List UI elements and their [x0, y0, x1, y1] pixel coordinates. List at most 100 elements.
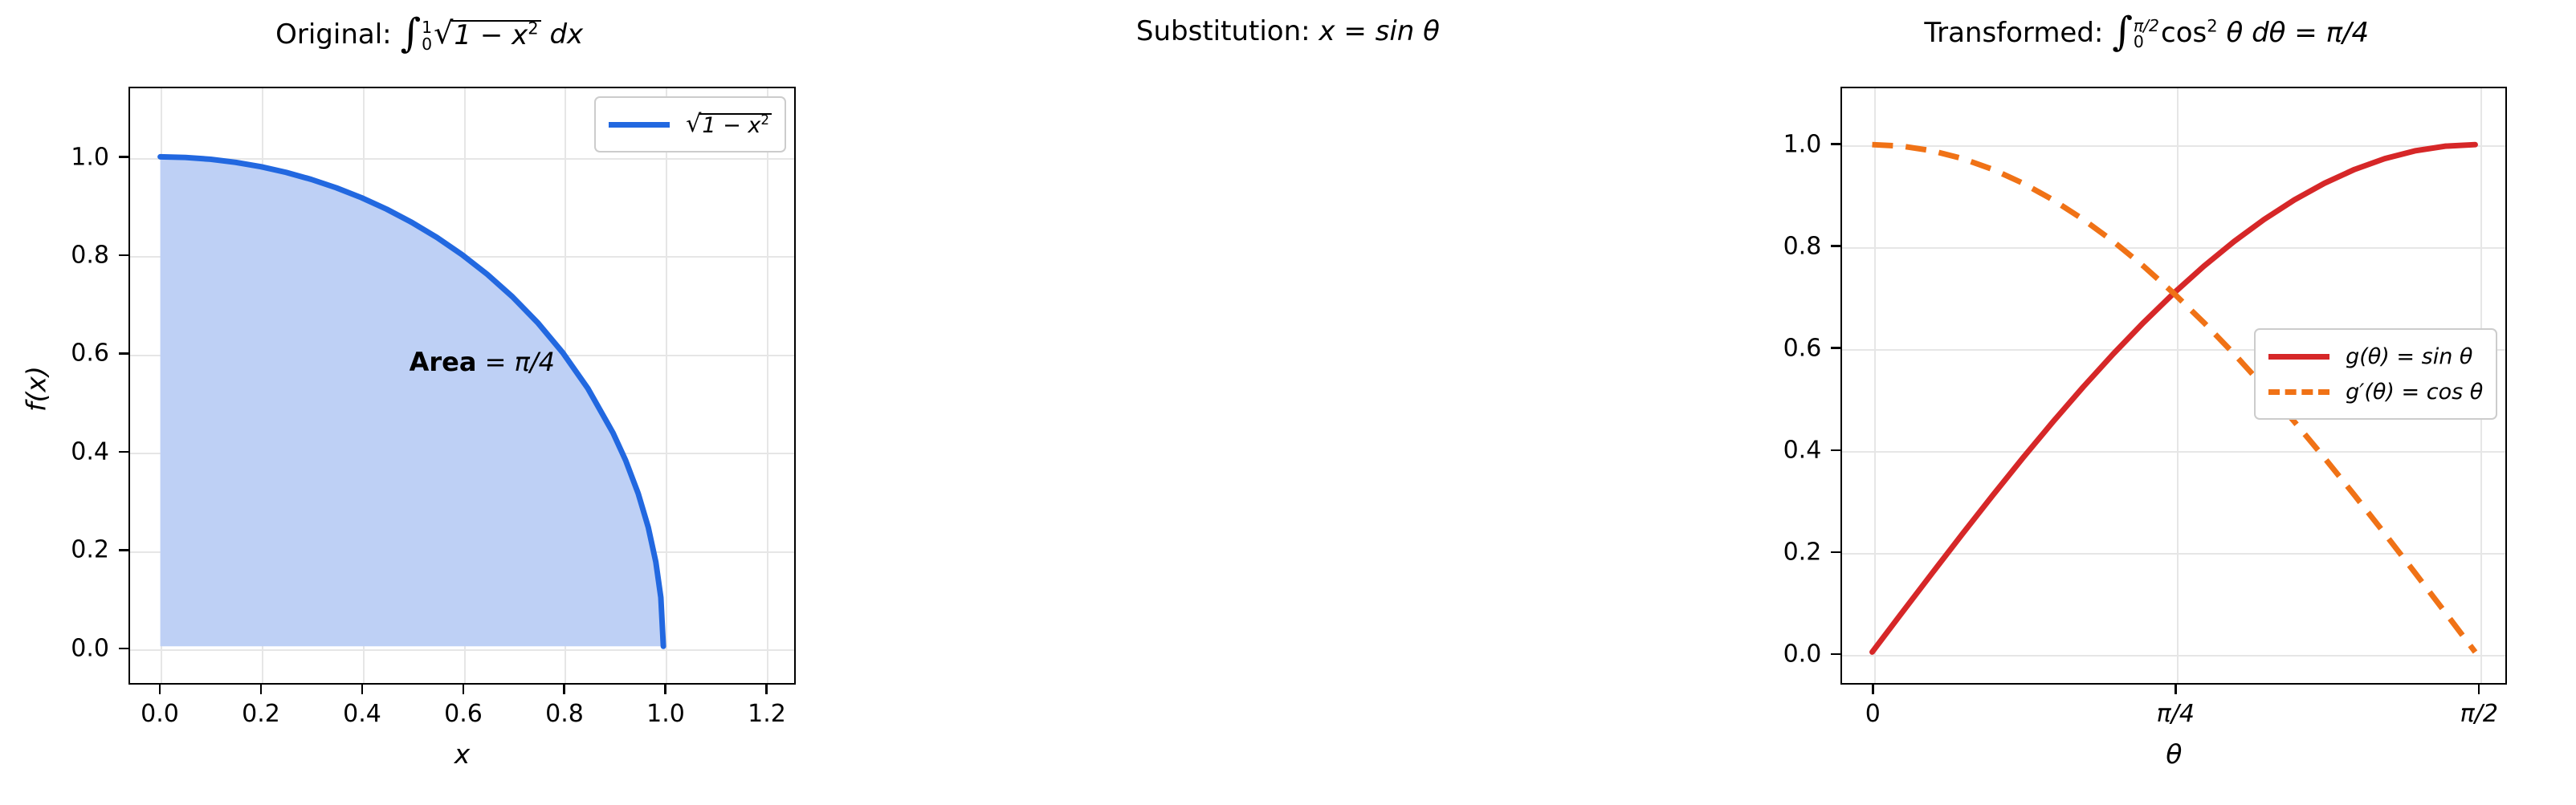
- ytick-label: 0.4: [71, 437, 109, 466]
- gridline-h: [1842, 553, 2506, 555]
- ytick-mark: [119, 647, 128, 650]
- panel-3-title: Transformed: ∫ π/2 0 cos2 θ dθ = π/4: [1718, 11, 2576, 51]
- integrand-variable: θ: [2226, 16, 2244, 49]
- ytick-label: 1.0: [1783, 130, 1822, 159]
- integral-result: = π/4: [2294, 16, 2370, 49]
- xtick-mark: [361, 685, 364, 694]
- integral-lower-limit: 0: [422, 34, 433, 54]
- xtick-mark: [1871, 685, 1874, 694]
- curve-sqrt-1-minus-x2: [157, 153, 666, 649]
- integral-symbol-icon: ∫: [2112, 7, 2133, 55]
- xaxis-label-1: x: [454, 738, 471, 770]
- ytick-mark: [119, 450, 128, 453]
- panel-3-title-prefix: Transformed:: [1924, 16, 2104, 49]
- xtick-mark: [664, 685, 666, 694]
- legend-label: g(θ) = sin θ: [2346, 344, 2473, 369]
- xtick-mark: [765, 685, 768, 694]
- xtick-label: 1.2: [748, 700, 786, 728]
- integral-limits: π/2 0: [2134, 18, 2159, 51]
- sqrt-icon: √: [434, 15, 454, 51]
- gridline-h: [130, 649, 794, 651]
- gridline-v: [2177, 88, 2179, 683]
- plot-area-1: √1 − x2 Area = π/4: [128, 87, 796, 685]
- xtick-label: 0.2: [242, 700, 280, 728]
- xtick-mark: [563, 685, 565, 694]
- xtick-label: 1.0: [646, 700, 685, 728]
- panel-transformed: Transformed: ∫ π/2 0 cos2 θ dθ = π/4: [1718, 0, 2576, 805]
- xtick-label: 0.8: [545, 700, 584, 728]
- plot-area-2: g(θ) = sin θ g′(θ) = cos θ: [1840, 87, 2508, 685]
- ytick-label: 0.0: [71, 634, 109, 663]
- gridline-h: [130, 157, 794, 160]
- ytick-mark: [119, 549, 128, 551]
- legend-2[interactable]: g(θ) = sin θ g′(θ) = cos θ: [2254, 328, 2498, 420]
- gridline-v: [1873, 88, 1876, 683]
- sqrt-group: √1 − x2: [434, 15, 541, 51]
- integral-upper-limit: 1: [422, 18, 433, 38]
- gridline-h: [1842, 655, 2506, 657]
- xtick-mark: [158, 685, 161, 694]
- gridline-v: [666, 88, 668, 683]
- integrand-exponent: 2: [528, 18, 539, 39]
- ytick-label: 0.2: [71, 535, 109, 564]
- integrand-radicand: 1 − x: [454, 19, 528, 51]
- panel-2-title-prefix: Substitution:: [1135, 15, 1310, 47]
- area-annotation-rest: = π/4: [476, 346, 555, 377]
- ytick-mark: [1831, 143, 1841, 145]
- xtick-mark: [462, 685, 465, 694]
- gridline-h: [1842, 451, 2506, 453]
- legend-item[interactable]: √1 − x2: [609, 107, 772, 142]
- curves-sin-cos: [1869, 141, 2479, 655]
- panel-substitution: Substitution: x = sin θ: [858, 0, 2508, 805]
- legend-1[interactable]: √1 − x2: [594, 96, 786, 152]
- xtick-label: π/2: [2460, 700, 2498, 728]
- integral-upper-limit: π/2: [2133, 16, 2160, 35]
- legend-item[interactable]: g′(θ) = cos θ: [2268, 374, 2483, 409]
- ytick-label: 0.4: [1783, 436, 1822, 465]
- area-annotation-bold: Area: [409, 346, 477, 377]
- ytick-mark: [1831, 245, 1841, 247]
- differential: dθ: [2252, 16, 2286, 49]
- xaxis-label-2: θ: [2166, 738, 2183, 770]
- legend-dashed-line-icon: [2268, 388, 2330, 395]
- ytick-label: 0.8: [71, 241, 109, 270]
- ytick-mark: [1831, 449, 1841, 452]
- gridline-h: [1842, 348, 2506, 351]
- ytick-mark: [1831, 347, 1841, 349]
- panel-1-title-prefix: Original:: [275, 18, 392, 51]
- ytick-label: 0.2: [1783, 538, 1822, 567]
- legend-label: √1 − x2: [686, 112, 772, 136]
- xtick-mark: [259, 685, 263, 694]
- xtick-mark: [2477, 685, 2480, 694]
- xtick-label: 0.0: [141, 700, 179, 728]
- legend-line-icon: [609, 121, 670, 128]
- gridline-v: [767, 88, 769, 683]
- xtick-label: π/4: [2156, 700, 2195, 728]
- ytick-mark: [119, 156, 128, 158]
- ytick-label: 0.0: [1783, 640, 1822, 669]
- panel-1-title: Original: ∫ 1 0 √1 − x2 dx: [0, 13, 858, 52]
- xtick-label: 0.4: [343, 700, 381, 728]
- integral-symbol-icon: ∫: [400, 9, 422, 56]
- ytick-label: 0.8: [1783, 232, 1822, 261]
- integrand-exponent: 2: [2207, 15, 2218, 36]
- yaxis-label-1: f(x): [20, 366, 52, 412]
- panel-original: Original: ∫ 1 0 √1 − x2 dx: [0, 0, 858, 805]
- legend-line-icon: [2268, 353, 2330, 360]
- ytick-label: 0.6: [71, 339, 109, 368]
- integrand-function: cos: [2161, 16, 2207, 49]
- panel-2-title-expr: x = sin θ: [1319, 15, 1440, 47]
- legend-item[interactable]: g(θ) = sin θ: [2268, 339, 2483, 374]
- area-annotation-1: Area = π/4: [410, 347, 555, 377]
- ytick-mark: [1831, 653, 1841, 656]
- gridline-h: [1842, 144, 2506, 147]
- ytick-mark: [1831, 551, 1841, 554]
- xtick-label: 0.6: [444, 700, 483, 728]
- xtick-label: 0: [1865, 700, 1881, 728]
- xtick-mark: [2175, 685, 2177, 694]
- legend-label: g′(θ) = cos θ: [2346, 379, 2484, 405]
- ytick-mark: [119, 254, 128, 257]
- ytick-mark: [119, 352, 128, 355]
